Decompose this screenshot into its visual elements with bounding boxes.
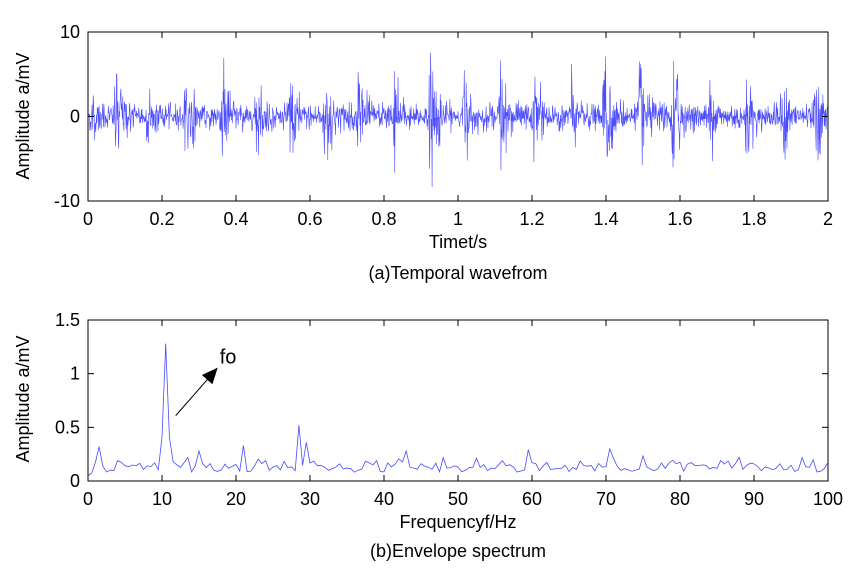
waveform-trace <box>87 52 829 188</box>
panel-envelope-spectrum: 0 10 20 30 40 50 60 70 80 90 100 0 0.5 1 1.5 fo Frequ… <box>13 310 843 561</box>
x-tick-label: 40 <box>374 489 394 509</box>
y-tick-labels: 0 0.5 1 1.5 <box>55 310 80 491</box>
x-tick-label: 0.2 <box>149 209 174 229</box>
y-tick-label: 10 <box>60 22 80 42</box>
fo-annotation-label: fo <box>220 347 237 369</box>
caption: (a)Temporal wavefrom <box>368 263 547 283</box>
x-tick-label: 2 <box>823 209 833 229</box>
y-tick-labels: -10 0 10 <box>54 22 80 211</box>
x-axis-label: Timet/s <box>429 232 487 252</box>
x-tick-label: 50 <box>448 489 468 509</box>
x-axis-label: Frequencyf/Hz <box>399 512 516 532</box>
y-tick-label: 1 <box>70 364 80 384</box>
x-tick-label: 0.6 <box>297 209 322 229</box>
x-tick-label: 0.8 <box>371 209 396 229</box>
fo-arrowhead <box>201 367 218 385</box>
x-tick-label: 20 <box>226 489 246 509</box>
x-tick-label: 10 <box>152 489 172 509</box>
x-tick-label: 1.6 <box>667 209 692 229</box>
y-tick-label: 0 <box>70 107 80 127</box>
plot-area-frame <box>87 319 829 482</box>
y-axis-label: Amplitude a/mV <box>13 335 33 462</box>
x-tick-label: 1.2 <box>519 209 544 229</box>
spectrum-trace <box>87 343 829 476</box>
y-tick-label: 1.5 <box>55 310 80 330</box>
x-tick-label: 1 <box>453 209 463 229</box>
x-tick-labels: 0 0.2 0.4 0.6 0.8 1 1.2 1.4 1.6 1.8 2 <box>83 209 833 229</box>
x-tick-label: 1.4 <box>593 209 618 229</box>
x-tick-label: 0 <box>83 209 93 229</box>
y-tick-label: -10 <box>54 191 80 211</box>
x-tick-label: 100 <box>813 489 843 509</box>
y-tick-label: 0.5 <box>55 417 80 437</box>
x-tick-label: 70 <box>596 489 616 509</box>
x-tick-label: 0 <box>83 489 93 509</box>
y-tick-label: 0 <box>70 471 80 491</box>
x-tick-label: 0.4 <box>223 209 248 229</box>
tick-marks <box>87 319 829 482</box>
x-tick-label: 80 <box>670 489 690 509</box>
fo-annotation-arrow <box>175 374 213 416</box>
tick-marks <box>87 31 829 202</box>
caption: (b)Envelope spectrum <box>370 541 546 561</box>
x-tick-labels: 0 10 20 30 40 50 60 70 80 90 100 <box>83 489 843 509</box>
x-tick-label: 1.8 <box>741 209 766 229</box>
x-tick-label: 60 <box>522 489 542 509</box>
x-tick-label: 30 <box>300 489 320 509</box>
x-tick-label: 90 <box>744 489 764 509</box>
y-axis-label: Amplitude a/mV <box>13 52 33 179</box>
